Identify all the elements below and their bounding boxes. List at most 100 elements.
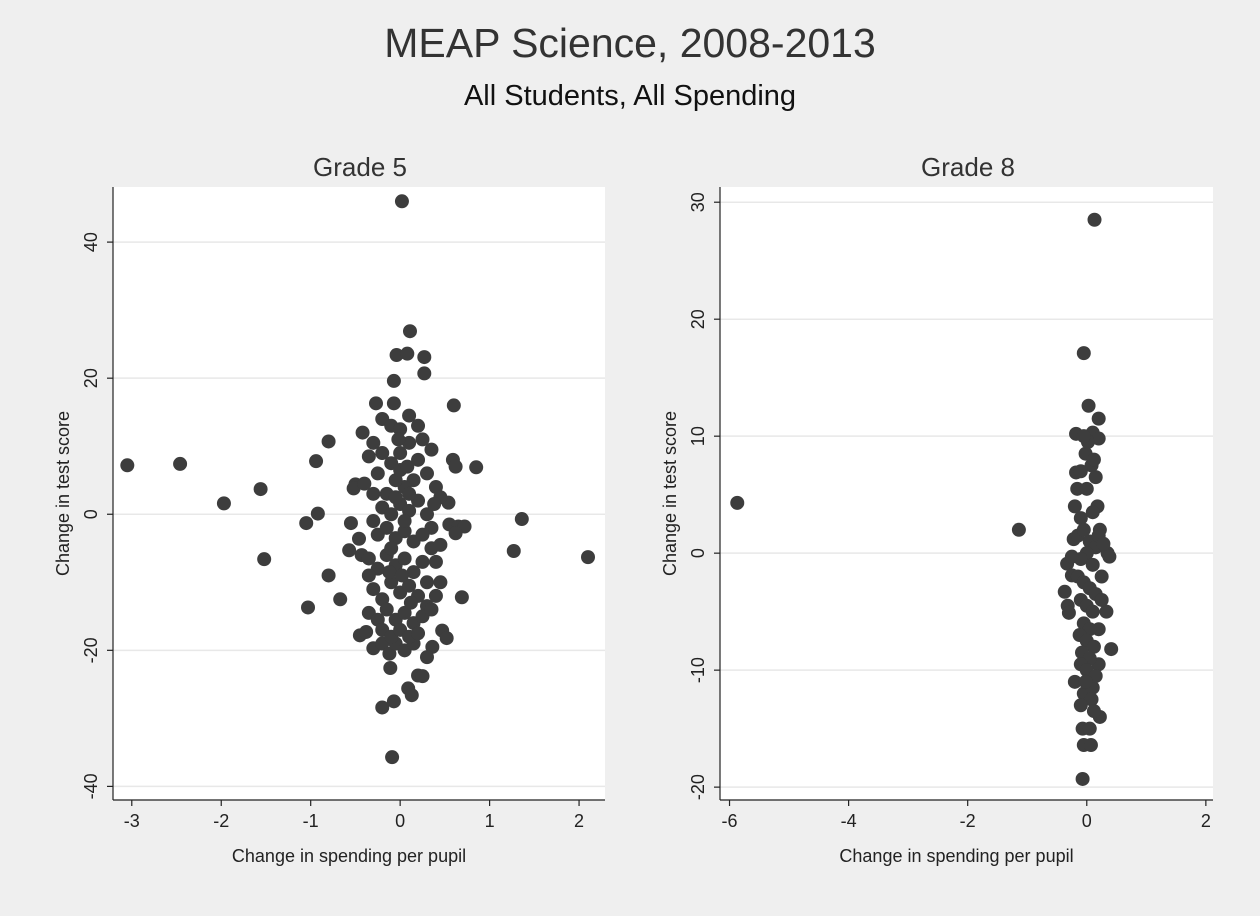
data-point bbox=[357, 476, 372, 491]
data-point bbox=[1096, 536, 1111, 551]
data-point bbox=[400, 346, 415, 361]
data-point bbox=[454, 590, 469, 605]
data-point bbox=[402, 324, 417, 339]
data-point bbox=[419, 650, 434, 665]
plot-area bbox=[113, 187, 605, 800]
data-point bbox=[433, 575, 448, 590]
data-point bbox=[342, 543, 357, 558]
y-tick-label: 40 bbox=[81, 232, 101, 252]
chart-subtitle: All Students, All Spending bbox=[463, 80, 797, 112]
data-point bbox=[404, 688, 419, 703]
data-point bbox=[382, 565, 397, 580]
data-point bbox=[379, 520, 394, 535]
data-point bbox=[1073, 464, 1088, 479]
x-tick-label: -6 bbox=[722, 811, 738, 831]
data-point bbox=[411, 626, 426, 641]
x-tick-label: -2 bbox=[213, 811, 229, 831]
data-point bbox=[448, 526, 463, 541]
data-point bbox=[389, 348, 404, 363]
data-point bbox=[383, 661, 398, 676]
data-point bbox=[1064, 549, 1079, 564]
data-point bbox=[321, 434, 336, 449]
data-point bbox=[402, 408, 417, 423]
x-axis-label: Change in spending per pupil bbox=[232, 846, 466, 866]
data-point bbox=[1075, 771, 1090, 786]
data-point bbox=[366, 582, 381, 597]
data-point bbox=[397, 605, 412, 620]
data-point bbox=[1076, 346, 1091, 361]
data-point bbox=[1011, 522, 1026, 537]
data-point bbox=[411, 418, 426, 433]
data-point bbox=[386, 694, 401, 709]
y-tick-label: 0 bbox=[688, 548, 708, 558]
data-point bbox=[368, 396, 383, 411]
x-tick-label: 2 bbox=[1201, 811, 1211, 831]
data-point bbox=[415, 669, 430, 684]
data-point bbox=[415, 527, 430, 542]
data-point bbox=[310, 506, 325, 521]
data-point bbox=[375, 700, 390, 715]
y-tick-label: 30 bbox=[688, 192, 708, 212]
x-tick-label: 0 bbox=[1082, 811, 1092, 831]
data-point bbox=[433, 537, 448, 552]
data-point bbox=[346, 481, 361, 496]
data-point bbox=[384, 541, 399, 556]
data-point bbox=[400, 459, 415, 474]
data-point bbox=[1061, 605, 1076, 620]
data-point bbox=[1094, 569, 1109, 584]
data-point bbox=[1057, 584, 1072, 599]
x-tick-label: 1 bbox=[485, 811, 495, 831]
data-point bbox=[1076, 429, 1091, 444]
data-point bbox=[382, 646, 397, 661]
data-point bbox=[379, 602, 394, 617]
data-point bbox=[1073, 698, 1088, 713]
data-point bbox=[446, 398, 461, 413]
data-point bbox=[1067, 674, 1082, 689]
data-point bbox=[1084, 692, 1099, 707]
data-point bbox=[386, 396, 401, 411]
data-point bbox=[415, 432, 430, 447]
y-tick-label: 0 bbox=[81, 509, 101, 519]
data-point bbox=[384, 507, 399, 522]
data-point bbox=[355, 425, 370, 440]
data-point bbox=[1088, 470, 1103, 485]
y-tick-label: -20 bbox=[81, 637, 101, 663]
x-tick-label: 0 bbox=[395, 811, 405, 831]
data-point bbox=[448, 459, 463, 474]
data-point bbox=[730, 495, 745, 510]
data-point bbox=[419, 466, 434, 481]
data-point bbox=[428, 554, 443, 569]
data-point bbox=[1094, 592, 1109, 607]
data-point bbox=[419, 507, 434, 522]
data-point bbox=[1067, 499, 1082, 514]
data-point bbox=[391, 432, 406, 447]
data-point bbox=[366, 486, 381, 501]
data-point bbox=[321, 568, 336, 583]
data-point bbox=[402, 578, 417, 593]
data-point bbox=[581, 550, 596, 565]
data-point bbox=[428, 588, 443, 603]
data-point bbox=[402, 435, 417, 450]
data-point bbox=[301, 600, 316, 615]
x-tick-label: 2 bbox=[574, 811, 584, 831]
data-point bbox=[411, 452, 426, 467]
data-point bbox=[1102, 549, 1117, 564]
data-point bbox=[417, 350, 432, 365]
data-point bbox=[120, 458, 135, 473]
data-point bbox=[1073, 511, 1088, 526]
data-point bbox=[366, 514, 381, 529]
data-point bbox=[397, 514, 412, 529]
x-tick-label: -3 bbox=[124, 811, 140, 831]
data-point bbox=[424, 442, 439, 457]
panel-title: Grade 5 bbox=[313, 152, 407, 182]
data-point bbox=[386, 373, 401, 388]
data-point bbox=[385, 750, 400, 765]
data-point bbox=[394, 194, 409, 209]
data-point bbox=[406, 565, 421, 580]
y-tick-label: -20 bbox=[688, 774, 708, 800]
data-point bbox=[1087, 212, 1102, 227]
y-tick-label: 20 bbox=[688, 309, 708, 329]
data-point bbox=[1081, 398, 1096, 413]
data-point bbox=[394, 568, 409, 583]
